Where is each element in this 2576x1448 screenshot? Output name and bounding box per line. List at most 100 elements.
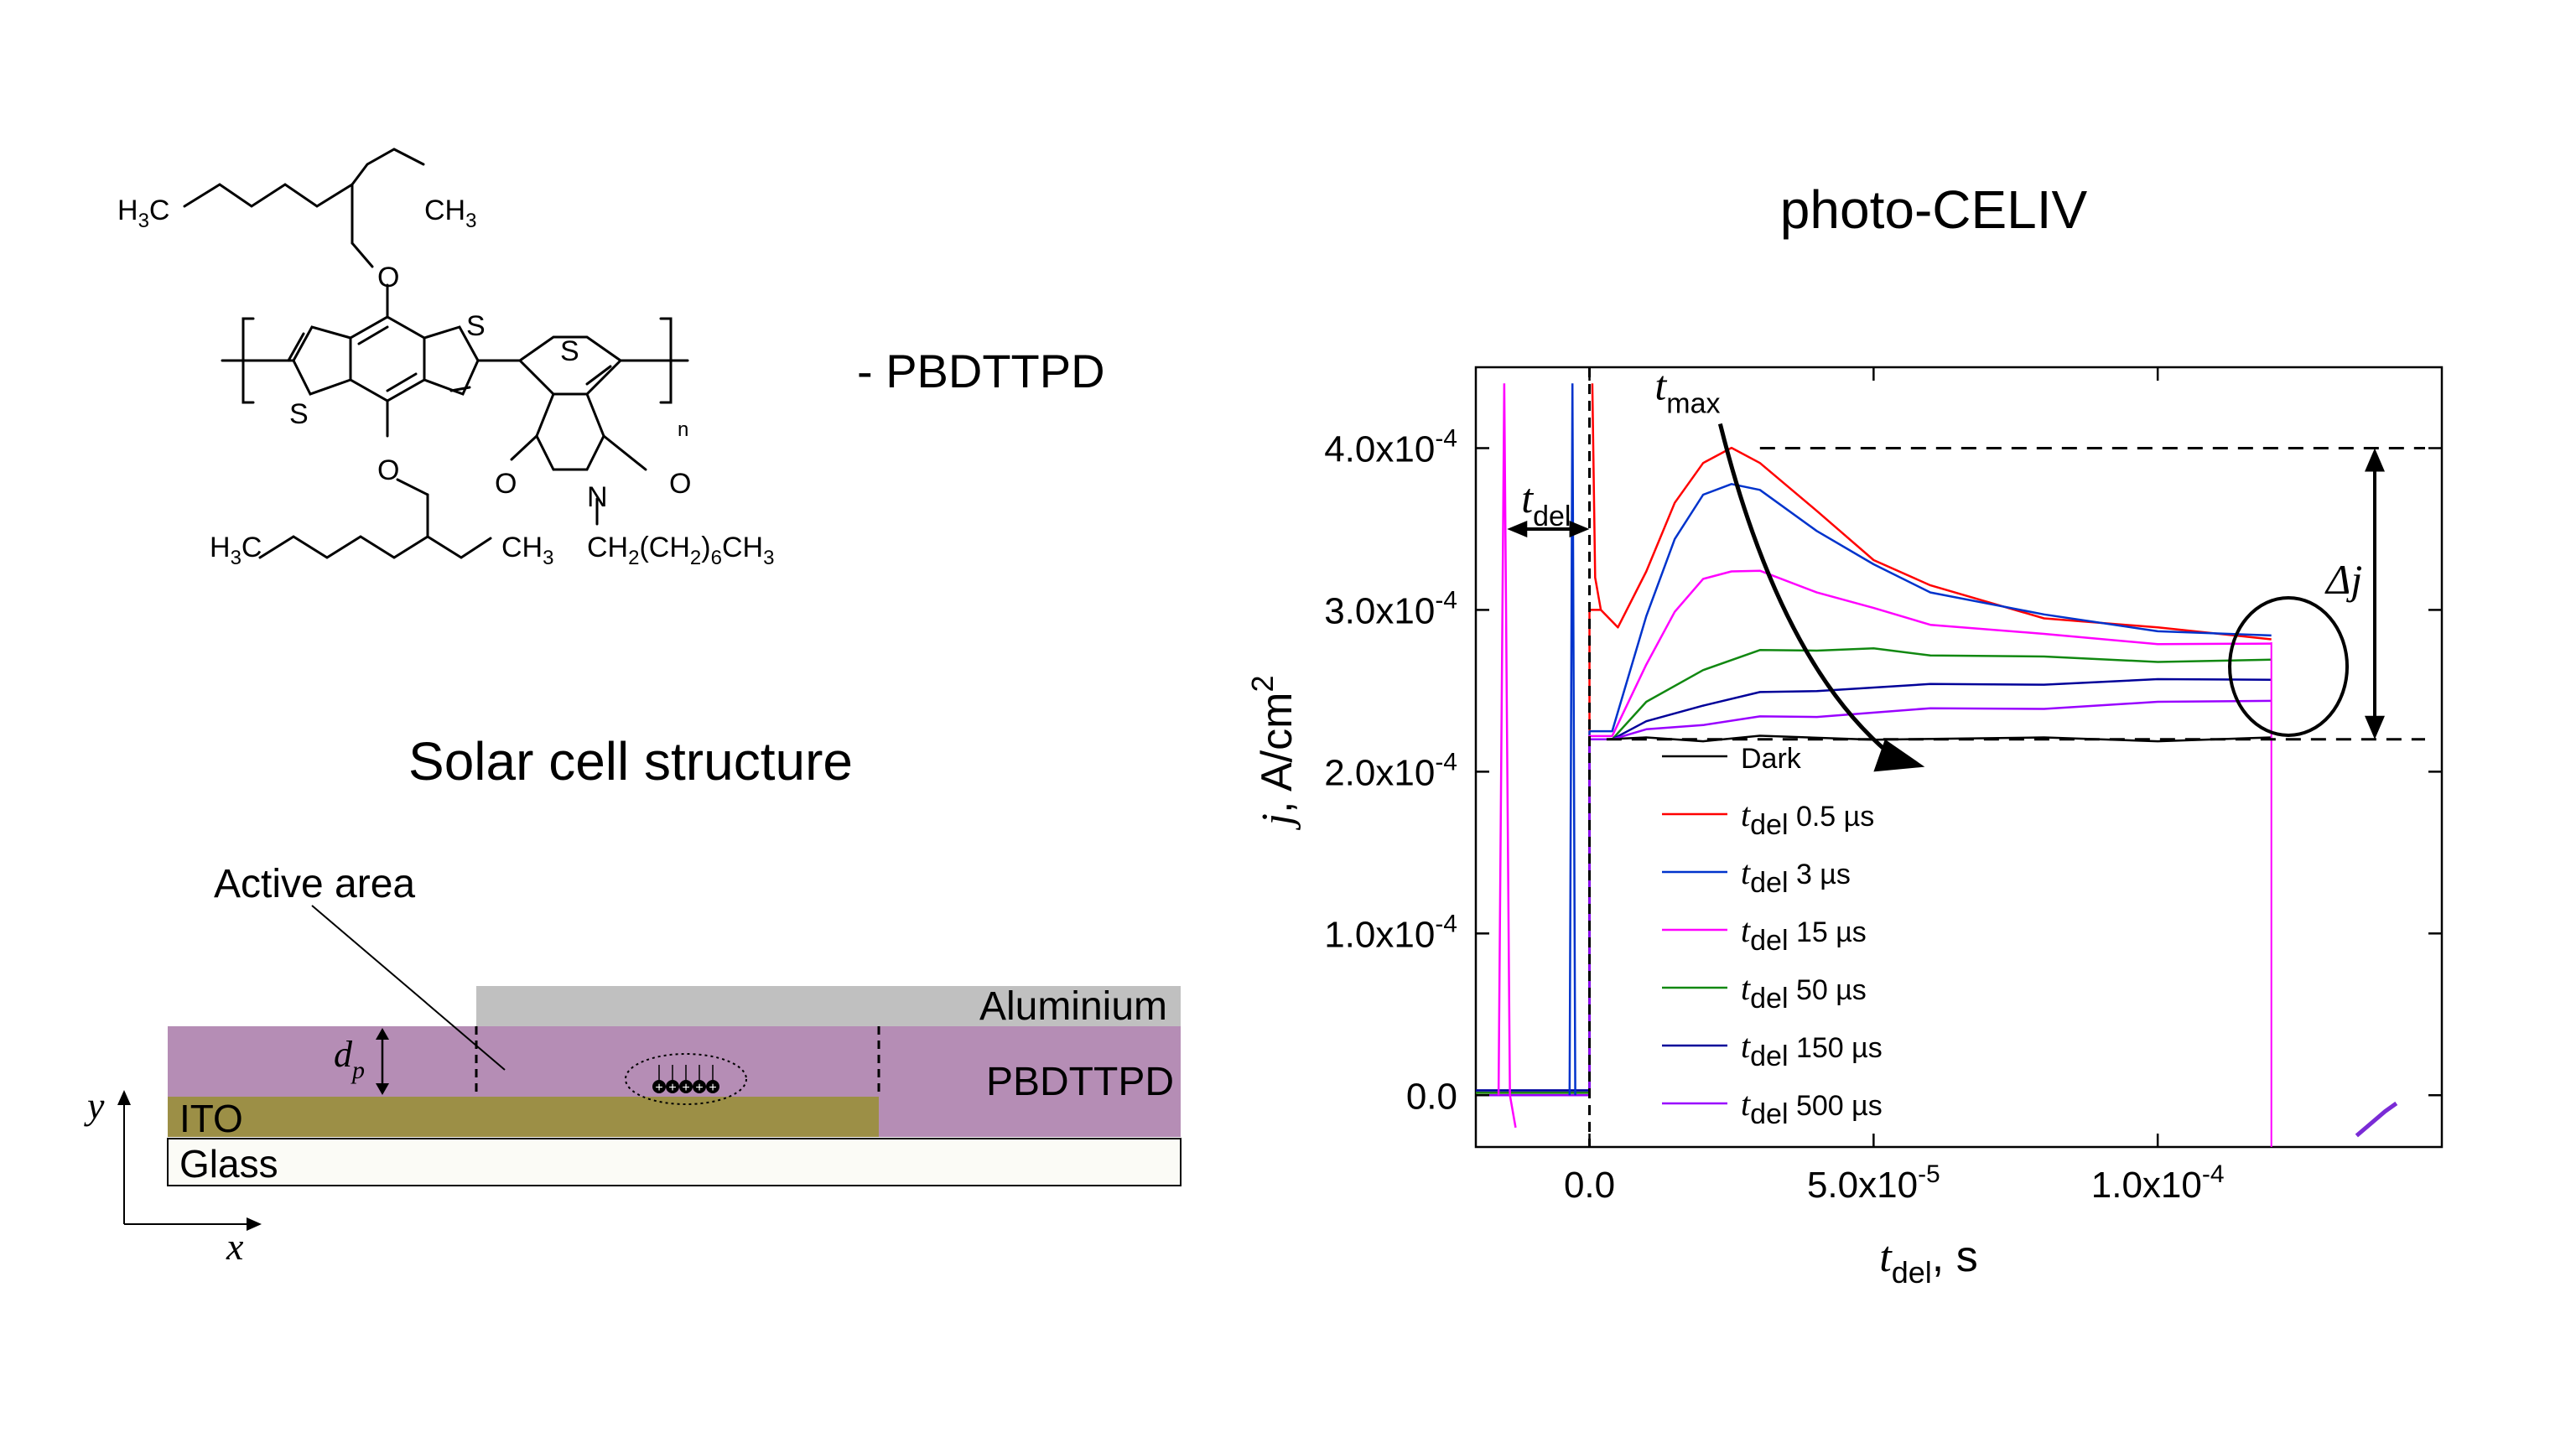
bdt-right-double — [449, 386, 471, 392]
y-tick-label: 3.0x10-4 — [1324, 586, 1457, 631]
chart-annotations: Δj tmax tdel — [1507, 362, 2425, 1147]
pbdttpd-under-ito — [879, 1097, 1181, 1137]
molecule-labels: H3C CH3 O S S S n O O O N H3C CH3 CH2(CH… — [117, 195, 774, 569]
central-benzene-ring — [349, 315, 426, 402]
axis-x-label: x — [226, 1225, 244, 1268]
glass-layer — [167, 1138, 1182, 1186]
bottom-left-group: H3C — [210, 532, 262, 569]
series-line — [1588, 734, 2272, 1096]
tpd-thiophene-double — [585, 365, 612, 386]
t-del-label: tdel — [1521, 475, 1571, 532]
molecule-name: - PBDTTPD — [857, 345, 1105, 397]
legend-entry: tdel 500 µs — [1741, 1085, 1883, 1130]
axis-x-arrow-head — [247, 1217, 262, 1231]
y-axis-ticks: 0.0 1.0x10-4 2.0x10-4 3.0x10-4 4.0x10-4 — [1324, 424, 2442, 1117]
atom-o-imide-left: O — [495, 468, 517, 500]
initial-spike — [1591, 383, 1602, 610]
thickness-arrow-head-down — [376, 1083, 389, 1095]
bdt-left-double — [287, 332, 305, 362]
prepulse-spike-blue — [1568, 383, 1576, 1096]
series-4 — [1476, 647, 2272, 1096]
carrier-arrows — [658, 1065, 714, 1080]
benzene-inner-bond-1 — [357, 325, 389, 345]
repeat-subscript-n: n — [678, 418, 688, 441]
axis-y-arrow-head — [117, 1090, 131, 1105]
hole-charge — [666, 1080, 679, 1093]
axis-y-label: y — [84, 1084, 105, 1127]
x-axis-ticks: 0.0 5.0x10-5 1.0x10-4 — [1564, 367, 2225, 1206]
structure-title: Solar cell structure — [408, 731, 853, 791]
tpd-imide-ring — [535, 392, 605, 471]
x-tick-label: 1.0x10-4 — [2091, 1160, 2225, 1206]
series-line — [1588, 699, 2272, 1096]
pbdttpd-label: PBDTTPD — [986, 1060, 1174, 1104]
glass-label: Glass — [179, 1142, 278, 1186]
chart-title: photo-CELIV — [1780, 179, 2088, 240]
top-left-group: H3C — [117, 195, 169, 232]
photo-celiv-chart: 0.0 5.0x10-5 1.0x10-4 0.0 1.0x10-4 2.0x10-4 3… — [1245, 362, 2444, 1290]
legend: Dark tdel 0.5 µs tdel 3 µs tdel 15 µs tdel 5… — [1662, 743, 1883, 1130]
thickness-arrow-head-up — [376, 1028, 389, 1040]
series-line — [1588, 569, 2272, 1096]
atom-s-right: S — [466, 310, 486, 342]
charge-carrier-cloud — [625, 1053, 747, 1105]
solar-cell-diagram: Active area Aluminium PBDTTPD ITO Glass … — [84, 862, 1182, 1268]
n-alkyl-chain: CH2(CH2)6CH3 — [587, 532, 774, 569]
y-tick-label: 2.0x10-4 — [1324, 748, 1457, 793]
atom-n-imide: N — [587, 481, 608, 513]
atom-o-bottom: O — [377, 454, 399, 486]
x-tick-label: 5.0x10-5 — [1807, 1160, 1940, 1206]
y-axis-label: j, A/cm2 — [1245, 676, 1301, 831]
top-ch2-o-bond — [351, 241, 374, 268]
active-area-label: Active area — [214, 862, 415, 906]
top-right-group: CH3 — [424, 195, 476, 232]
t-del-arrow-head-left — [1507, 520, 1528, 537]
aluminium-label: Aluminium — [979, 984, 1167, 1029]
legend-entry: tdel 0.5 µs — [1741, 796, 1874, 841]
series-layer — [1476, 383, 2398, 1147]
hole-charge — [706, 1080, 719, 1093]
bottom-o-ch2-bond — [396, 478, 429, 496]
imide-co-right — [602, 434, 647, 471]
hole-charge-sign: + — [709, 1081, 716, 1095]
delta-j-label: Δj — [2324, 556, 2362, 603]
bottom-right-group: CH3 — [501, 532, 553, 569]
imide-co-left — [510, 434, 538, 461]
right-bracket — [659, 317, 673, 404]
prepulse-spike-magenta — [1497, 383, 1517, 1129]
hole-charge-sign: + — [668, 1081, 676, 1095]
y-tick-label: 0.0 — [1406, 1076, 1457, 1117]
hole-charge — [652, 1080, 666, 1093]
ito-layer — [168, 1097, 879, 1137]
y-tick-label: 4.0x10-4 — [1324, 424, 1457, 470]
positive-charges: + + + + + — [652, 1080, 719, 1095]
t-max-arrow-head — [1873, 739, 1925, 772]
benzene-inner-bond-2 — [386, 372, 418, 392]
pbdttpd-molecule — [183, 148, 689, 559]
t-max-arrow — [1717, 423, 1903, 766]
legend-entry: tdel 50 µs — [1741, 969, 1867, 1015]
bottom-branch — [426, 535, 492, 559]
hole-charge — [679, 1080, 693, 1093]
legend-entry: tdel 150 µs — [1741, 1027, 1883, 1072]
atom-o-top: O — [377, 262, 399, 293]
bottom-alkyl-chain — [258, 493, 429, 559]
series-line — [1588, 446, 2272, 1096]
plot-frame — [1474, 366, 2444, 1149]
next-pulse-tail — [2355, 1101, 2398, 1138]
active-area-leader — [311, 905, 506, 1071]
t-del-arrow-head-right — [1569, 520, 1590, 537]
saturation-circle — [2228, 595, 2350, 737]
hole-charge-sign: + — [655, 1081, 662, 1095]
legend-entry: tdel 3 µs — [1741, 854, 1851, 899]
aluminium-layer — [476, 986, 1181, 1026]
hole-charge — [693, 1080, 706, 1093]
atom-s-left: S — [289, 398, 309, 430]
atom-o-imide-right: O — [669, 468, 691, 500]
delta-j-arrow-head-up — [2365, 448, 2385, 472]
hole-charge-sign: + — [695, 1081, 703, 1095]
series-line — [1588, 483, 2272, 1096]
x-tick-label: 0.0 — [1564, 1165, 1615, 1206]
y-tick-label: 1.0x10-4 — [1324, 910, 1457, 955]
